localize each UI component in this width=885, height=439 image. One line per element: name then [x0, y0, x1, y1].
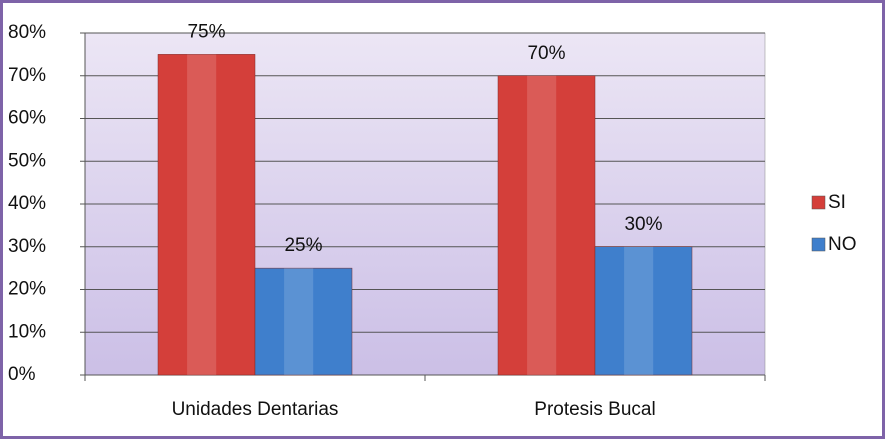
y-tick-label: 70%	[8, 65, 46, 86]
bar-highlight	[527, 75, 557, 375]
bar	[594, 246, 693, 376]
value-label: 30%	[624, 214, 662, 235]
bar-highlight	[624, 246, 654, 375]
legend-swatch	[811, 195, 826, 210]
bar-highlight	[284, 268, 314, 375]
value-label: 25%	[284, 235, 322, 256]
bar-highlight	[187, 54, 217, 375]
y-tick-label: 20%	[8, 279, 46, 300]
y-tick-label: 40%	[8, 193, 46, 214]
legend-label: NO	[828, 234, 857, 255]
x-tick-label: Unidades Dentarias	[172, 399, 339, 420]
value-label: 70%	[527, 43, 565, 64]
y-tick-label: 80%	[8, 22, 46, 43]
legend-swatch	[811, 237, 826, 252]
x-tick-label: Protesis Bucal	[534, 399, 655, 420]
y-tick-label: 30%	[8, 236, 46, 257]
y-tick-label: 50%	[8, 150, 46, 171]
y-tick-label: 60%	[8, 108, 46, 129]
legend-label: SI	[828, 192, 846, 213]
value-label: 75%	[187, 21, 225, 42]
bar	[254, 267, 353, 376]
bar	[157, 54, 256, 376]
y-tick-label: 0%	[8, 364, 36, 385]
bar	[497, 75, 596, 376]
y-tick-label: 10%	[8, 321, 46, 342]
